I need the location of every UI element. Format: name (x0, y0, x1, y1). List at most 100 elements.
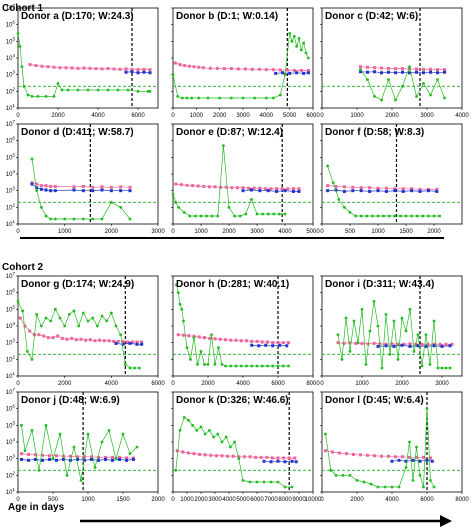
x-tick-label: 4000 (91, 113, 105, 119)
pink-point (41, 453, 44, 457)
x-tick-label: 3000 (420, 113, 434, 119)
blue-point (20, 457, 23, 461)
pink-point (257, 67, 261, 71)
blue-point (262, 459, 266, 463)
green-point (222, 144, 225, 148)
green-point (208, 428, 211, 432)
pink-point (76, 66, 80, 70)
pink-point (111, 455, 114, 459)
x-tick-label: 5000 (283, 113, 297, 119)
pink-point (118, 67, 122, 71)
panel-l: 0 2000 4000 6000 8000 Donor l (D:45; W:6.4) (320, 391, 469, 503)
blue-point (119, 189, 123, 193)
pink-point (202, 184, 206, 188)
green-point (438, 214, 441, 218)
pink-point (181, 450, 185, 454)
y-tick-label: 105 (6, 420, 16, 429)
blue-point (142, 70, 146, 74)
green-point (16, 299, 20, 303)
green-point (288, 31, 292, 35)
pink-point (247, 186, 251, 190)
green-point (86, 319, 90, 323)
green-point (241, 96, 245, 100)
green-point (63, 324, 67, 328)
y-tick-exponent: 3 (12, 186, 15, 191)
green-point (248, 480, 252, 484)
green-point (341, 473, 345, 477)
green-point (400, 316, 404, 320)
green-point (229, 96, 233, 100)
green-point (229, 364, 233, 368)
green-point (352, 319, 356, 323)
pink-point (230, 186, 234, 190)
green-point (261, 212, 264, 216)
x-tick-label: 6000 (151, 381, 165, 387)
green-point (26, 93, 30, 97)
blue-point (49, 189, 53, 193)
pink-point (28, 63, 32, 67)
blue-point (83, 458, 86, 462)
pink-point (118, 455, 121, 459)
pink-point (265, 455, 269, 459)
green-point (128, 217, 132, 221)
green-point (410, 214, 413, 218)
green-series-line (21, 425, 138, 481)
green-point (306, 56, 310, 60)
panel-title: Donor b (D:1; W:0.14) (176, 11, 278, 22)
green-point (81, 311, 85, 315)
pink-point (20, 452, 23, 456)
green-point (380, 98, 383, 102)
green-point (30, 357, 34, 361)
pink-point (422, 455, 425, 459)
green-point (440, 366, 444, 370)
green-point (178, 428, 182, 432)
green-point (126, 88, 130, 92)
x-tick-label: 500 (48, 497, 59, 503)
blue-point (125, 458, 128, 462)
green-point (128, 366, 132, 370)
blue-point (121, 342, 125, 346)
pink-point (192, 65, 196, 69)
pink-point (40, 64, 44, 68)
cohort2-label: Cohort 2 (2, 262, 44, 273)
pink-point (70, 66, 74, 70)
blue-point (100, 188, 104, 192)
panel-title: Donor c (D:42; W:6) (325, 11, 418, 22)
pink-point (213, 337, 217, 341)
green-point (337, 197, 341, 201)
green-point (175, 283, 178, 287)
pink-point (136, 68, 140, 72)
green-point (194, 214, 197, 218)
blue-point (275, 189, 279, 193)
green-point (21, 309, 25, 313)
green-point (30, 94, 34, 98)
pink-point (90, 455, 93, 459)
pink-point (70, 336, 74, 340)
panel-c: 0 1000 2000 3000 4000 Donor c (D:42; W:6) (320, 7, 469, 119)
pink-point (60, 336, 64, 340)
green-point (114, 457, 118, 461)
green-point (428, 362, 432, 366)
green-point (422, 485, 425, 489)
pink-point (44, 184, 48, 188)
panel-title: Donor d (D:411; W:58.7) (21, 127, 134, 138)
green-series-line (337, 301, 450, 369)
green-point (287, 364, 290, 368)
pink-point (236, 67, 240, 71)
green-point (137, 366, 141, 370)
x-tick-label: 0 (171, 113, 175, 119)
plot-frame (17, 391, 159, 493)
green-point (91, 316, 95, 320)
panel-b: 0 1000 2000 3000 4000 5000 6000 Donor b (D:1; W… (171, 7, 320, 119)
green-point (304, 51, 308, 55)
x-tick-label: 2000 (194, 497, 208, 503)
y-tick-label: 106 (6, 288, 16, 297)
green-point (283, 73, 287, 77)
green-point (272, 212, 276, 216)
y-tick-label: 105 (6, 152, 16, 161)
pink-point (450, 342, 454, 346)
pink-point (84, 338, 88, 342)
blue-point (276, 459, 280, 463)
pink-point (91, 185, 95, 189)
x-tick-label: 0 (320, 113, 324, 119)
